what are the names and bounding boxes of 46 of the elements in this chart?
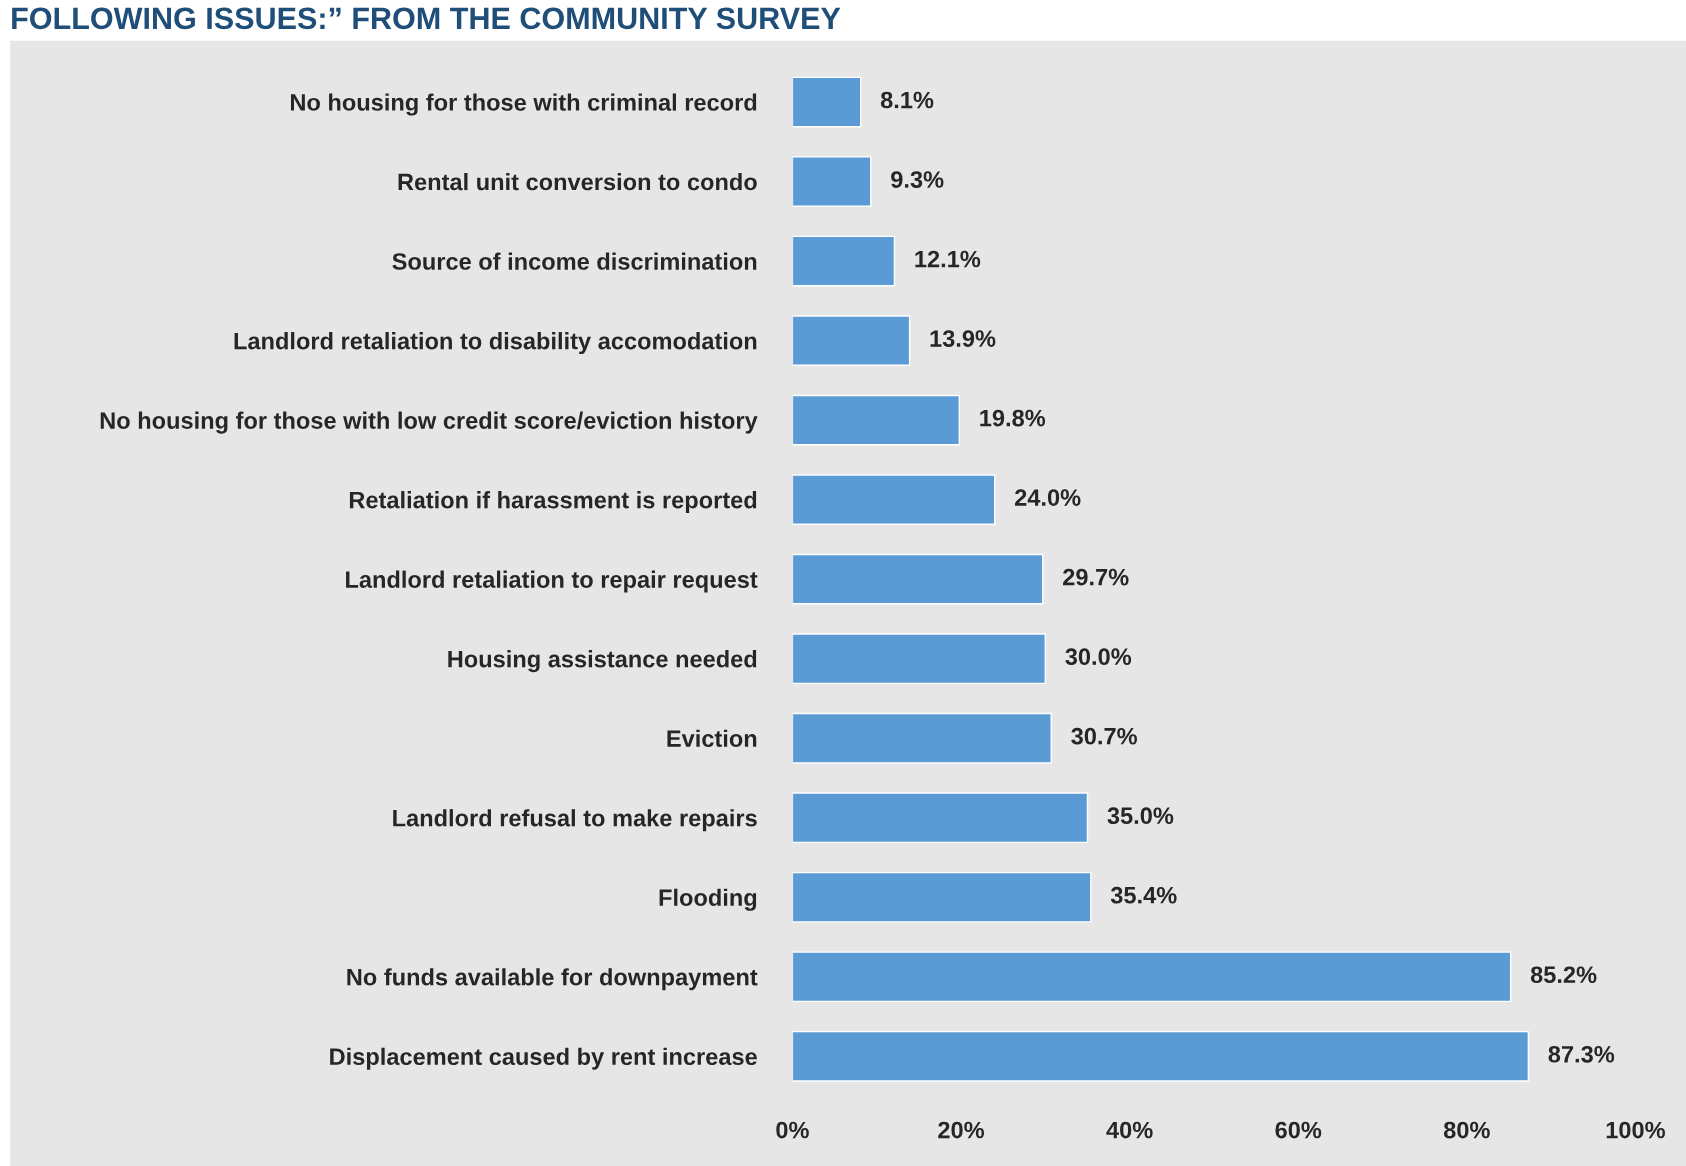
bar	[792, 394, 961, 446]
bar	[792, 951, 1512, 1003]
y-tick-label: Displacement caused by rent increase	[330, 1047, 757, 1070]
y-tick-label: Flooding	[659, 888, 757, 911]
y-tick-label: Landlord retaliation to repair request	[346, 570, 758, 593]
data-label: 85.2%	[1530, 966, 1597, 984]
data-label: 12.1%	[915, 250, 981, 268]
y-tick-label: No housing for those with low credit score/eviction history	[100, 411, 758, 434]
y-tick-label: Landlord retaliation to disability accomodation	[234, 332, 757, 355]
data-label: 24.0%	[1015, 489, 1081, 506]
y-tick-label: Source of income discrimination	[392, 252, 757, 270]
text: FOLLOWING ISSUES:” FROM THE COMMUNITY SURVEY	[12, 7, 841, 30]
bar	[792, 76, 862, 128]
y-tick-label: Rental unit conversion to condo	[398, 173, 757, 191]
data-label: 30.0%	[1065, 648, 1132, 666]
x-tick-label: 0%	[776, 1121, 809, 1139]
bar	[792, 156, 872, 207]
data-label: 9.3%	[891, 171, 944, 188]
data-label: 19.8%	[980, 409, 1046, 427]
x-tick-label: 100%	[1606, 1121, 1665, 1139]
bar	[792, 633, 1047, 685]
data-label: 8.1%	[880, 91, 934, 109]
data-label: 30.7%	[1071, 727, 1137, 745]
x-tick-label: 20%	[938, 1121, 985, 1139]
bar	[792, 871, 1092, 923]
bar	[792, 712, 1052, 764]
x-tick-label: 80%	[1443, 1121, 1490, 1139]
y-tick-label: No housing for those with criminal record	[290, 93, 757, 116]
data-label: 35.4%	[1110, 886, 1177, 904]
y-tick-label: Housing assistance needed	[448, 650, 757, 673]
y-tick-label: Eviction	[667, 729, 757, 747]
y-tick-label: Landlord refusal to make repairs	[393, 809, 757, 832]
y-tick-label: No funds available for downpayment	[347, 968, 758, 991]
data-label: 35.0%	[1107, 807, 1174, 825]
x-tick-label: 60%	[1275, 1121, 1322, 1139]
data-label: 13.9%	[930, 330, 996, 347]
bar	[792, 553, 1044, 605]
bar	[792, 792, 1089, 844]
bar	[792, 235, 896, 287]
bar	[792, 315, 911, 366]
data-label: 29.7%	[1063, 568, 1129, 586]
x-tick-label: 40%	[1106, 1121, 1153, 1139]
bar	[792, 1030, 1530, 1082]
y-tick-label: Retaliation if harassment is reported	[349, 491, 757, 514]
bar	[792, 474, 996, 525]
data-label: 87.3%	[1548, 1045, 1615, 1063]
